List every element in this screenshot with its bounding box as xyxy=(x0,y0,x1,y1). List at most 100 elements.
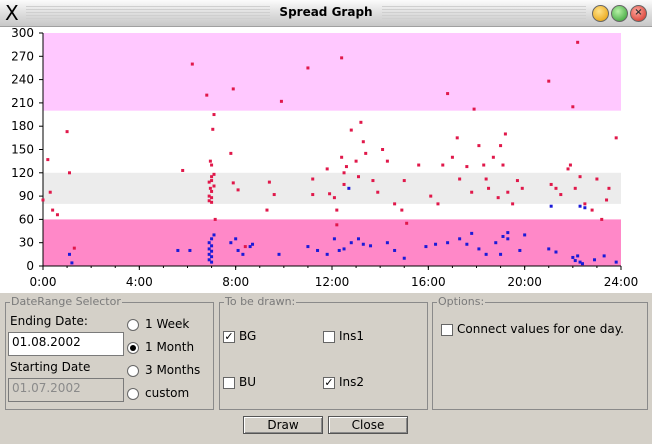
bu-checkbox[interactable] xyxy=(223,377,235,389)
data-point-s0-103 xyxy=(615,136,618,139)
data-point-s0-71 xyxy=(465,165,468,168)
data-point-s0-15 xyxy=(209,160,212,163)
radio-3-months-label: 3 Months xyxy=(145,363,200,377)
data-point-s0-58 xyxy=(386,160,389,163)
maximize-icon[interactable] xyxy=(611,5,628,22)
close-icon[interactable]: × xyxy=(630,5,647,22)
data-point-s0-70 xyxy=(458,178,461,181)
data-point-s0-49 xyxy=(350,129,353,132)
data-point-s0-6 xyxy=(68,171,71,174)
data-point-s0-27 xyxy=(229,152,232,155)
y-tick-label-4: 120 xyxy=(11,166,34,180)
date-range-legend: DateRange Selector xyxy=(10,295,122,308)
range-band-0 xyxy=(43,33,621,111)
data-point-s0-39 xyxy=(326,167,329,170)
data-point-s1-58 xyxy=(615,261,618,264)
data-point-s0-47 xyxy=(343,183,346,186)
y-tick-label-1: 30 xyxy=(19,236,34,250)
data-point-s0-48 xyxy=(345,165,348,168)
data-point-s0-7 xyxy=(73,247,76,250)
data-point-s0-45 xyxy=(340,156,343,159)
data-point-s1-41 xyxy=(485,253,488,256)
data-point-s1-16 xyxy=(237,249,240,252)
data-point-s1-14 xyxy=(229,241,232,244)
data-point-s0-68 xyxy=(451,156,454,159)
data-point-s0-80 xyxy=(499,144,502,147)
data-point-s1-35 xyxy=(434,243,437,246)
data-point-s0-53 xyxy=(362,140,365,143)
radio-1-month[interactable] xyxy=(127,342,139,354)
radio-custom[interactable] xyxy=(127,388,139,400)
data-point-s1-62 xyxy=(579,205,582,208)
bu-label: BU xyxy=(239,375,256,389)
data-point-s1-32 xyxy=(393,249,396,252)
data-point-s1-1 xyxy=(70,261,73,264)
ins2-label: Ins2 xyxy=(339,375,364,389)
bg-label: BG xyxy=(239,329,256,343)
data-point-s1-38 xyxy=(465,243,468,246)
close-button[interactable]: Close xyxy=(328,416,408,434)
data-point-s0-75 xyxy=(482,164,485,167)
data-point-s0-79 xyxy=(497,196,500,199)
range-band-2 xyxy=(43,219,621,266)
data-point-s0-90 xyxy=(559,193,562,196)
data-point-s0-34 xyxy=(273,193,276,196)
data-point-s1-43 xyxy=(499,253,502,256)
data-point-s1-27 xyxy=(350,241,353,244)
data-point-s0-50 xyxy=(355,160,358,163)
data-point-s0-61 xyxy=(403,179,406,182)
data-point-s0-66 xyxy=(441,164,444,167)
data-point-s1-47 xyxy=(523,233,526,236)
connect-values-checkbox[interactable] xyxy=(441,324,453,336)
data-point-s0-62 xyxy=(405,222,408,225)
radio-1-week[interactable] xyxy=(127,319,139,331)
y-tick-label-5: 150 xyxy=(11,143,34,157)
radio-3-months[interactable] xyxy=(127,365,139,377)
data-point-s1-20 xyxy=(278,253,281,256)
data-point-s0-25 xyxy=(212,185,215,188)
data-point-s1-51 xyxy=(571,256,574,259)
data-point-s0-24 xyxy=(212,173,215,176)
window-title: Spread Graph xyxy=(0,5,652,19)
y-tick-label-8: 240 xyxy=(11,73,34,87)
spread-graph: 0 30 60 90 120 150 180 210 240 270 300 0:00 4:00 8:00… xyxy=(0,27,652,293)
data-point-s0-78 xyxy=(492,156,495,159)
y-tick-label-0: 0 xyxy=(26,259,34,273)
data-point-s0-10 xyxy=(205,94,208,97)
data-point-s0-2 xyxy=(49,191,52,194)
minimize-icon[interactable] xyxy=(592,5,609,22)
data-point-s0-29 xyxy=(232,181,235,184)
data-point-s0-87 xyxy=(547,80,550,83)
data-point-s0-56 xyxy=(376,191,379,194)
data-point-s0-33 xyxy=(268,181,271,184)
data-point-s0-81 xyxy=(501,164,504,167)
range-band-1 xyxy=(43,173,621,204)
data-point-s1-61 xyxy=(583,206,586,209)
data-point-s1-24 xyxy=(333,237,336,240)
ending-date-field[interactable]: 01.08.2002 xyxy=(8,332,124,356)
data-point-s0-55 xyxy=(371,179,374,182)
data-point-s0-57 xyxy=(381,148,384,151)
data-point-s0-1 xyxy=(46,158,49,161)
bg-checkbox[interactable]: ✓ xyxy=(223,331,235,343)
ins1-checkbox[interactable] xyxy=(323,331,335,343)
data-point-s0-98 xyxy=(591,209,594,212)
data-point-s1-31 xyxy=(386,241,389,244)
data-point-s0-69 xyxy=(456,136,459,139)
starting-date-field[interactable]: 01.07.2002 xyxy=(8,378,124,402)
data-point-s1-22 xyxy=(316,249,319,252)
data-point-s1-56 xyxy=(593,258,596,261)
options-group: Options: Connect values for one day. xyxy=(432,302,648,410)
data-point-s1-26 xyxy=(343,247,346,250)
data-point-s0-59 xyxy=(393,202,396,205)
draw-button[interactable]: Draw xyxy=(243,416,323,434)
data-point-s0-52 xyxy=(359,121,362,124)
options-legend: Options: xyxy=(437,295,485,308)
data-point-s1-48 xyxy=(347,187,350,190)
connect-values-label: Connect values for one day. xyxy=(457,322,624,336)
ins2-checkbox[interactable]: ✓ xyxy=(323,377,335,389)
data-point-s0-37 xyxy=(311,178,314,181)
data-point-s0-40 xyxy=(328,192,331,195)
starting-date-label: Starting Date xyxy=(10,360,90,374)
y-tick-label-2: 60 xyxy=(19,212,34,226)
